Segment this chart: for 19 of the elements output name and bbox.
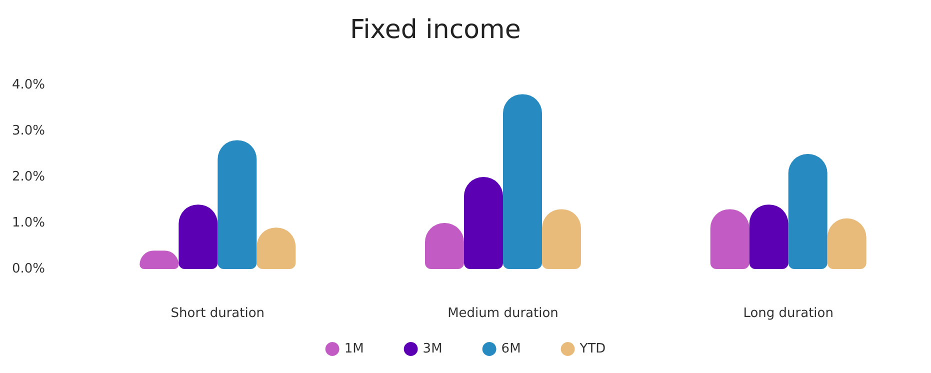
legend-label: YTD bbox=[578, 342, 606, 356]
y-tick-label: 1.0% bbox=[12, 216, 45, 230]
x-tick-label: Short duration bbox=[170, 306, 265, 321]
y-tick-label: 2.0% bbox=[12, 170, 45, 184]
legend-label: 1M bbox=[344, 342, 364, 356]
x-tick-label: Medium duration bbox=[448, 306, 558, 321]
y-tick-label: 4.0% bbox=[12, 78, 45, 92]
legend-label: 6M bbox=[501, 342, 521, 356]
y-tick-label: 3.0% bbox=[12, 124, 45, 138]
bar bbox=[218, 140, 257, 269]
bar bbox=[503, 94, 542, 269]
y-tick-label: 0.0% bbox=[12, 262, 45, 276]
bar bbox=[788, 154, 828, 269]
legend-label: 3M bbox=[422, 342, 442, 356]
x-tick-label: Long duration bbox=[743, 306, 834, 321]
bar bbox=[464, 177, 503, 269]
bar bbox=[749, 204, 788, 269]
chart-title: Fixed income bbox=[350, 15, 521, 45]
bar bbox=[178, 204, 218, 269]
